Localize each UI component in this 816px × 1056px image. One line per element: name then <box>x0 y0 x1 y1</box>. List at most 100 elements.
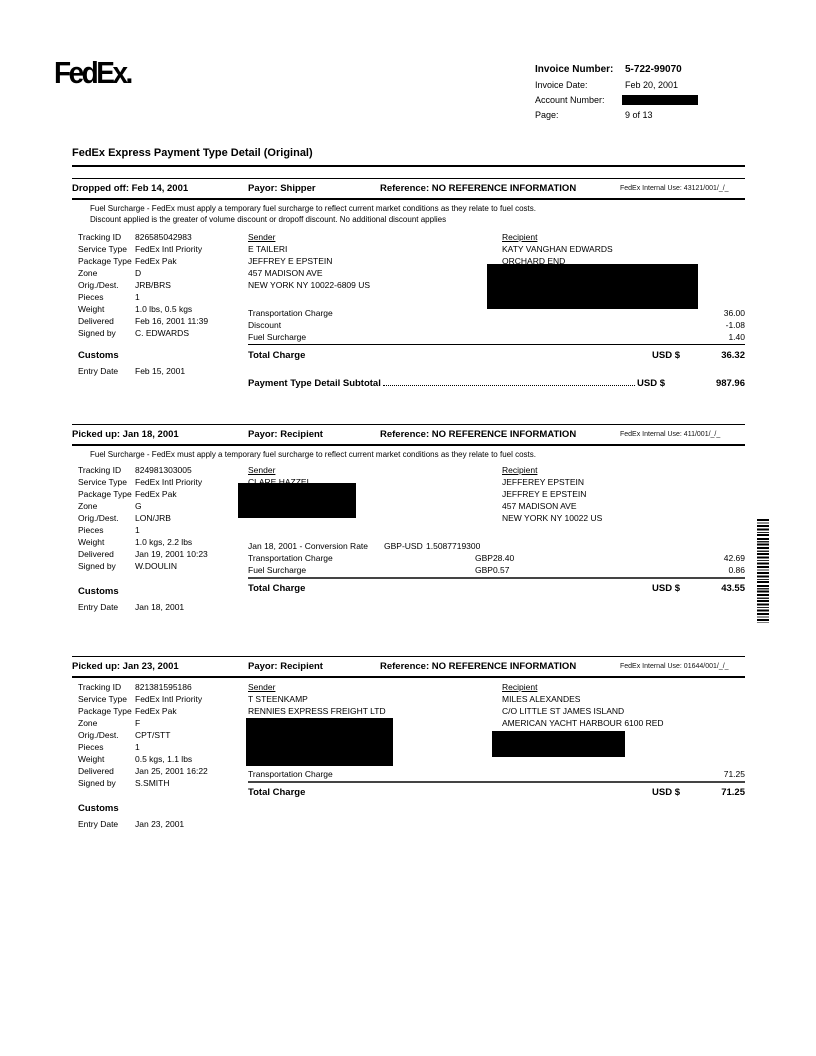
detail-row: Pieces 1 <box>78 292 140 302</box>
recipient-line: ORCHARD END <box>502 256 566 266</box>
charge-row: Transportation Charge 71.25 <box>248 769 745 779</box>
recipient-line: JEFFREY E EPSTEIN <box>502 489 587 499</box>
customs-heading: Customs <box>78 350 119 361</box>
total-rule <box>248 781 745 783</box>
detail-row: Signed by C. EDWARDS <box>78 328 189 338</box>
sender-line: RENNIES EXPRESS FREIGHT LTD <box>248 706 386 716</box>
section-event: Picked up: Jan 18, 2001 <box>72 429 179 440</box>
charge-row: Transportation Charge 36.00 <box>248 308 745 318</box>
detail-row: Pieces 1 <box>78 742 140 752</box>
detail-row: Pieces 1 <box>78 525 140 535</box>
detail-row: Tracking ID 826585042983 <box>78 232 192 242</box>
detail-row: Zone D <box>78 268 142 278</box>
section-header: Picked up: Jan 18, 2001 Payor: Recipient… <box>72 424 745 446</box>
section-event: Picked up: Jan 23, 2001 <box>72 661 179 672</box>
total-charge-row: Total Charge USD $ 36.32 <box>248 350 745 361</box>
entry-date-row: Entry Date Feb 15, 2001 <box>78 366 186 376</box>
title-rule <box>72 165 745 167</box>
detail-row: Zone F <box>78 718 141 728</box>
page-row: Page: 9 of 13 <box>535 110 765 123</box>
dotted-leader <box>382 377 636 386</box>
redaction-box <box>238 483 356 518</box>
section-header: Picked up: Jan 23, 2001 Payor: Recipient… <box>72 656 745 678</box>
sender-line: T STEENKAMP <box>248 694 308 704</box>
charge-row: Fuel Surcharge GBP0.57 0.86 <box>248 565 745 575</box>
redaction-box <box>487 264 698 309</box>
recipient-heading: Recipient <box>502 465 538 475</box>
detail-row: Signed by S.SMITH <box>78 778 170 788</box>
charge-row: Discount -1.08 <box>248 320 745 330</box>
detail-row: Orig./Dest. CPT/STT <box>78 730 171 740</box>
redaction-box <box>622 95 698 105</box>
detail-row: Delivered Jan 19, 2001 10:23 <box>78 549 208 559</box>
shipment-section-3: Picked up: Jan 23, 2001 Payor: Recipient… <box>0 656 816 836</box>
page-value: 9 of 13 <box>625 110 653 120</box>
section-event: Dropped off: Feb 14, 2001 <box>72 183 189 194</box>
total-charge-row: Total Charge USD $ 43.55 <box>248 583 745 594</box>
invoice-number-row: Invoice Number: 5-722-99070 <box>535 64 765 77</box>
page-label: Page: <box>535 110 559 120</box>
account-number-label: Account Number: <box>535 95 605 105</box>
fuel-surcharge-note: Fuel Surcharge - FedEx must apply a temp… <box>90 204 536 213</box>
redaction-box <box>246 718 393 766</box>
invoice-date-row: Invoice Date: Feb 20, 2001 <box>535 80 765 93</box>
sender-line: CLARE HAZZEL <box>248 477 312 487</box>
recipient-line: JEFFEREY EPSTEIN <box>502 477 585 487</box>
detail-row: Weight 0.5 kgs, 1.1 lbs <box>78 754 193 764</box>
section-payor: Payor: Shipper <box>248 183 316 194</box>
sender-heading: Sender <box>248 232 276 242</box>
recipient-heading: Recipient <box>502 682 538 692</box>
payment-subtotal-row: Payment Type Detail Subtotal USD $ 987.9… <box>248 377 745 389</box>
recipient-line: KATY VANGHAN EDWARDS <box>502 244 613 254</box>
customs-heading: Customs <box>78 586 119 597</box>
detail-row: Weight 1.0 lbs, 0.5 kgs <box>78 304 193 314</box>
section-header: Dropped off: Feb 14, 2001 Payor: Shipper… <box>72 178 745 200</box>
detail-row: Signed by W.DOULIN <box>78 561 178 571</box>
detail-row: Service Type FedEx Intl Priority <box>78 694 203 704</box>
section-internal-use: FedEx Internal Use: 43121/001/_/_ <box>620 185 729 192</box>
section-reference: Reference: NO REFERENCE INFORMATION <box>380 661 577 672</box>
total-charge-row: Total Charge USD $ 71.25 <box>248 787 745 798</box>
entry-date-row: Entry Date Jan 18, 2001 <box>78 602 185 612</box>
conversion-rate-row: Jan 18, 2001 - Conversion Rate GBP-USD 1… <box>248 541 481 551</box>
section-internal-use: FedEx Internal Use: 411/001/_/_ <box>620 431 721 438</box>
shipment-section-2: Picked up: Jan 18, 2001 Payor: Recipient… <box>0 424 816 650</box>
detail-row: Package Type FedEx Pak <box>78 489 177 499</box>
section-reference: Reference: NO REFERENCE INFORMATION <box>380 183 577 194</box>
barcode <box>757 519 769 623</box>
customs-heading: Customs <box>78 803 119 814</box>
recipient-heading: Recipient <box>502 232 538 242</box>
section-payor: Payor: Recipient <box>248 661 323 672</box>
subtotal-amount: 987.96 <box>715 378 745 389</box>
detail-row: Orig./Dest. JRB/BRS <box>78 280 171 290</box>
detail-row: Service Type FedEx Intl Priority <box>78 477 203 487</box>
subtotal-label: Payment Type Detail Subtotal <box>248 378 381 389</box>
recipient-line: 457 MADISON AVE <box>502 501 577 511</box>
section-reference: Reference: NO REFERENCE INFORMATION <box>380 429 577 440</box>
subtotal-currency: USD $ <box>637 378 665 389</box>
sender-heading: Sender <box>248 465 276 475</box>
section-payor: Payor: Recipient <box>248 429 323 440</box>
charge-row: Transportation Charge GBP28.40 42.69 <box>248 553 745 563</box>
detail-row: Delivered Feb 16, 2001 11:39 <box>78 316 209 326</box>
sender-heading: Sender <box>248 682 276 692</box>
sender-line: JEFFREY E EPSTEIN <box>248 256 333 266</box>
recipient-line: NEW YORK NY 10022 US <box>502 513 603 523</box>
detail-row: Package Type FedEx Pak <box>78 706 177 716</box>
detail-row: Orig./Dest. LON/JRB <box>78 513 171 523</box>
detail-row: Tracking ID 824981303005 <box>78 465 192 475</box>
invoice-date-value: Feb 20, 2001 <box>625 80 679 90</box>
sender-line: 457 MADISON AVE <box>248 268 323 278</box>
recipient-line: C/O LITTLE ST JAMES ISLAND <box>502 706 625 716</box>
invoice-number-value: 5-722-99070 <box>625 64 682 75</box>
sender-line: NEW YORK NY 10022-6809 US <box>248 280 371 290</box>
account-number-row: Account Number: <box>535 95 765 108</box>
invoice-date-label: Invoice Date: <box>535 80 588 90</box>
detail-row: Package Type FedEx Pak <box>78 256 177 266</box>
recipient-line: AMERICAN YACHT HARBOUR 6100 RED <box>502 718 664 728</box>
entry-date-row: Entry Date Jan 23, 2001 <box>78 819 185 829</box>
total-rule <box>248 344 745 345</box>
redaction-box <box>492 731 625 757</box>
invoice-number-label: Invoice Number: <box>535 64 614 75</box>
